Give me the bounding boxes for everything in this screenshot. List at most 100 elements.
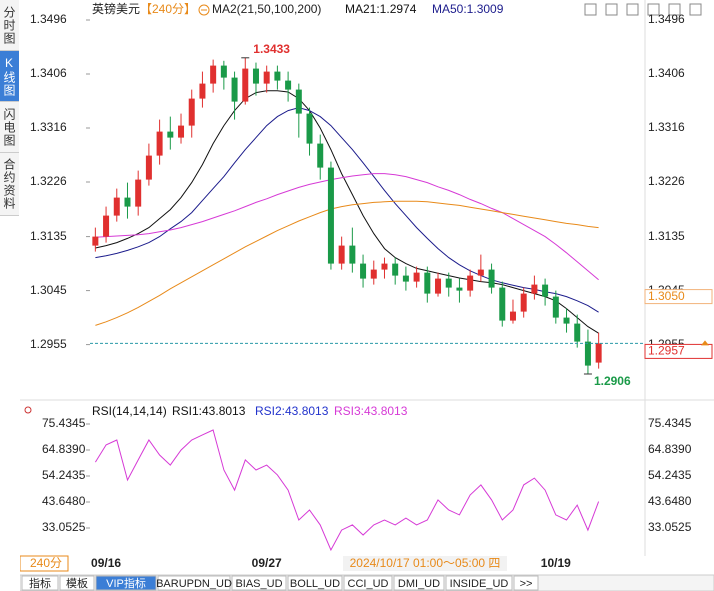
candle-body — [542, 284, 549, 297]
chart: 英镑美元 【240分】 MA2(21,50,100,200) MA21:1.29… — [20, 0, 714, 591]
ma-line — [95, 173, 599, 281]
tab-timeshare[interactable]: 分时图 — [0, 0, 19, 51]
bottom-tab-label[interactable]: >> — [520, 578, 533, 590]
bottom-tab-label[interactable]: BIAS_UD — [235, 578, 282, 590]
candle-body — [488, 269, 495, 288]
candle-body — [349, 245, 356, 264]
ma-line — [95, 107, 599, 313]
candle-body — [113, 197, 120, 216]
icon[interactable] — [584, 3, 597, 16]
candle-body — [231, 77, 238, 102]
bottom-tab-label[interactable]: DMI_UD — [398, 578, 440, 590]
candle-body — [424, 272, 431, 294]
ma-legend: MA21:1.2974 — [345, 2, 417, 16]
y-tick-label: 54.2435 — [42, 468, 86, 482]
bottom-tab[interactable] — [343, 575, 393, 591]
candle-body — [552, 296, 559, 318]
candle-body — [252, 68, 259, 84]
candle-body — [135, 179, 142, 207]
candle-body — [563, 317, 570, 324]
candle-body — [509, 311, 516, 321]
candle-body — [92, 236, 99, 246]
candle-body — [220, 65, 227, 78]
candle-body — [584, 341, 591, 366]
bottom-tab-label[interactable]: BARUPDN_UD — [156, 578, 232, 590]
candle-body — [242, 68, 249, 102]
bottom-tab[interactable] — [287, 575, 343, 591]
last-price-box — [644, 343, 713, 359]
x-tick-label: 09/16 — [91, 556, 121, 570]
toolbar-icons — [584, 3, 702, 16]
bottom-tab-label[interactable]: 指标 — [29, 576, 51, 590]
y-tick-label: 33.0525 — [42, 520, 86, 534]
y2-tick-label: 1.3406 — [648, 66, 685, 80]
y-tick-label: 64.8390 — [42, 442, 86, 456]
icon[interactable] — [605, 3, 618, 16]
candle-body — [295, 89, 302, 114]
rsi-legend: RSI3:43.8013 — [334, 404, 408, 418]
last-price-arrow — [701, 340, 709, 346]
settings-icon[interactable] — [24, 406, 32, 414]
candle-body — [178, 125, 185, 138]
tab-contract[interactable]: 合约资料 — [0, 153, 19, 216]
toggle-icon[interactable] — [198, 4, 210, 16]
tab-kline[interactable]: K线图 — [0, 51, 19, 102]
candle-body — [274, 71, 281, 81]
bottom-tab-label[interactable]: VIP指标 — [106, 576, 146, 590]
bottom-tab[interactable] — [231, 575, 287, 591]
y2-tick-label: 64.8390 — [648, 442, 692, 456]
y2-tick-label: 1.3226 — [648, 174, 685, 188]
period-box — [20, 555, 69, 572]
period: 【240分】 — [140, 2, 196, 16]
candle-body — [156, 131, 163, 156]
candle-body — [285, 80, 292, 90]
tab-flash[interactable]: 闪电图 — [0, 102, 19, 153]
bottom-tab[interactable] — [445, 575, 513, 591]
candle-body — [370, 269, 377, 279]
rsi-legend: RSI1:43.8013 — [172, 404, 246, 418]
bottom-tab-label[interactable]: BOLL_UD — [290, 578, 340, 590]
last-price-label: 1.2957 — [648, 344, 685, 358]
symbol: 英镑美元 — [92, 1, 140, 16]
icon[interactable] — [647, 3, 660, 16]
candle-body — [317, 143, 324, 168]
bottom-tab-label[interactable]: 模板 — [66, 576, 88, 590]
candle-body — [595, 343, 602, 363]
y-tick-label: 1.3406 — [30, 66, 67, 80]
bottom-tab[interactable] — [393, 575, 445, 591]
y2-tick-label: 54.2435 — [648, 468, 692, 482]
candle-body — [360, 263, 367, 279]
candle-body — [327, 167, 334, 264]
candle-body — [381, 263, 388, 270]
icon[interactable] — [668, 3, 681, 16]
bottom-tab[interactable] — [513, 575, 539, 591]
bottom-tab-label[interactable]: CCI_UD — [348, 578, 389, 590]
rsi-line — [94, 429, 600, 552]
candle-body — [103, 215, 110, 237]
candle-body — [402, 275, 409, 282]
icon[interactable] — [626, 3, 639, 16]
bottom-tab[interactable] — [21, 575, 59, 591]
candle-body — [199, 83, 206, 99]
ref-price-box — [644, 289, 713, 305]
y2-tick-label: 33.0525 — [648, 520, 692, 534]
y-tick-label: 1.3045 — [30, 283, 67, 297]
candle-body — [413, 272, 420, 282]
icon[interactable] — [689, 3, 702, 16]
y2-tick-label: 43.6480 — [648, 494, 692, 508]
candle-body — [306, 113, 313, 144]
ma-line — [95, 200, 599, 326]
rsi-legend: RSI(14,14,14) — [92, 404, 167, 418]
y2-tick-label: 1.3496 — [648, 12, 685, 26]
y-tick-label: 1.3316 — [30, 120, 67, 134]
candle-body — [520, 293, 527, 312]
bottom-tab-label[interactable]: INSIDE_UD — [450, 578, 509, 590]
bottom-tab[interactable] — [95, 575, 157, 591]
y-tick-label: 1.3226 — [30, 174, 67, 188]
bottom-tab[interactable] — [157, 575, 231, 591]
indicator: MA2(21,50,100,200) — [212, 2, 321, 16]
low-label: 1.2906 — [594, 374, 631, 388]
bottom-tab[interactable] — [59, 575, 95, 591]
candle-body — [467, 275, 474, 291]
